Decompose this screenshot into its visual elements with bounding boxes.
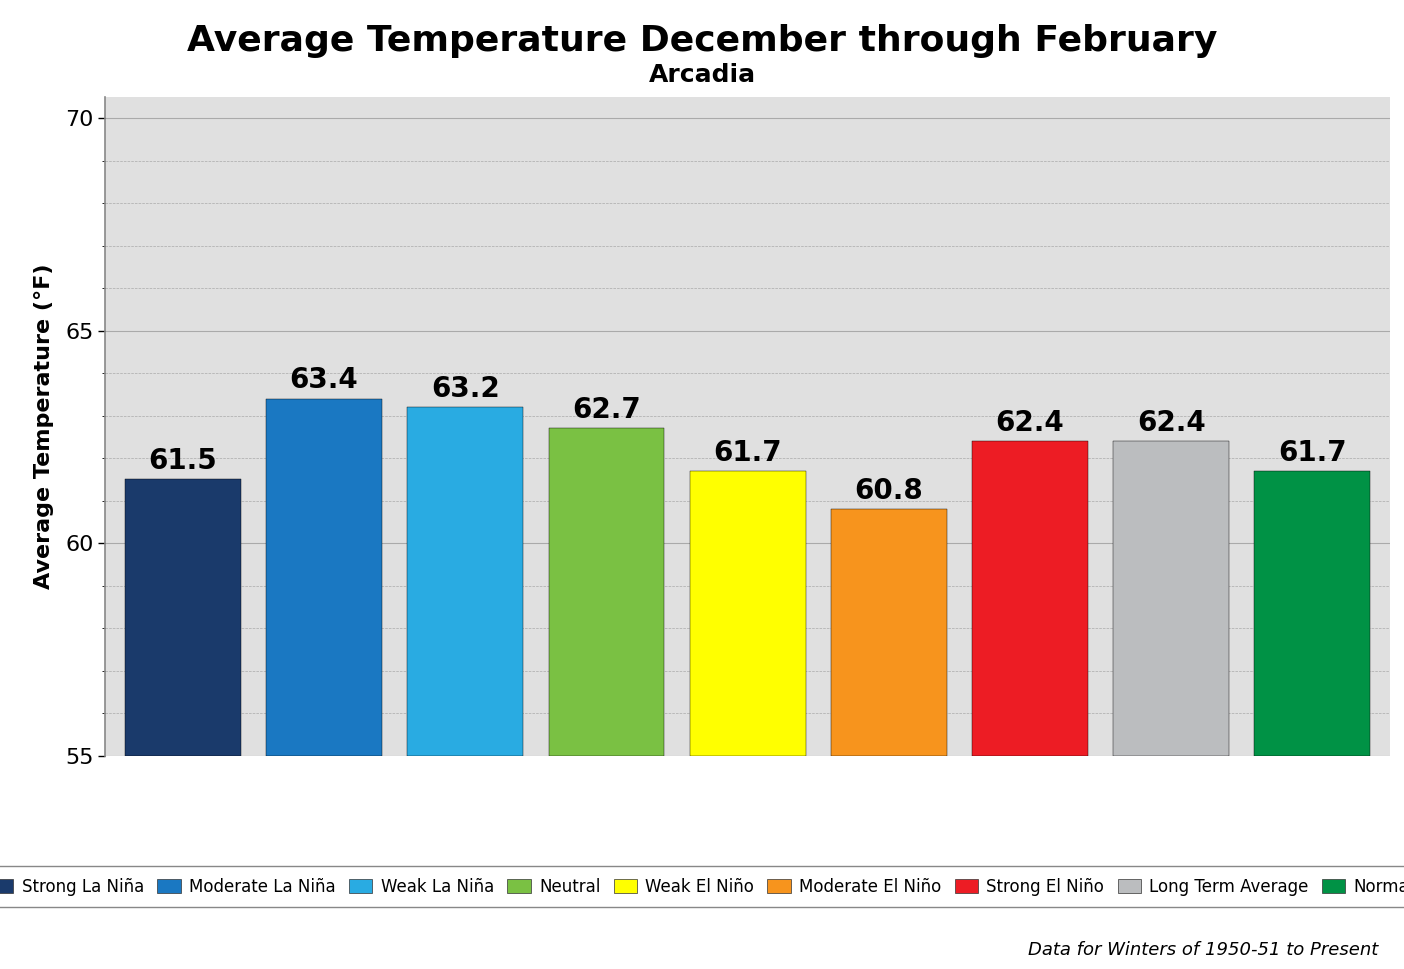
Bar xyxy=(267,398,382,756)
Legend: Strong La Niña, Moderate La Niña, Weak La Niña, Neutral, Weak El Niño, Moderate : Strong La Niña, Moderate La Niña, Weak L… xyxy=(0,866,1404,907)
Text: Data for Winters of 1950-51 to Present: Data for Winters of 1950-51 to Present xyxy=(1029,941,1379,959)
Text: Average Temperature December through February: Average Temperature December through Feb… xyxy=(187,24,1217,58)
Text: 62.4: 62.4 xyxy=(995,409,1064,437)
Text: 60.8: 60.8 xyxy=(855,477,924,505)
Text: 62.4: 62.4 xyxy=(1137,409,1206,437)
Bar xyxy=(831,510,946,756)
Text: 61.7: 61.7 xyxy=(1278,439,1346,467)
Y-axis label: Average Temperature (°F): Average Temperature (°F) xyxy=(34,264,53,589)
Bar xyxy=(407,407,524,756)
Text: 63.4: 63.4 xyxy=(289,366,358,394)
Bar xyxy=(972,441,1088,756)
Text: 61.5: 61.5 xyxy=(149,448,218,475)
Text: 61.7: 61.7 xyxy=(713,439,782,467)
Bar xyxy=(1113,441,1228,756)
Text: 63.2: 63.2 xyxy=(431,375,500,403)
Text: 62.7: 62.7 xyxy=(571,396,640,424)
Bar xyxy=(549,428,664,756)
Text: Arcadia: Arcadia xyxy=(649,63,755,87)
Bar xyxy=(125,480,241,756)
Bar xyxy=(689,471,806,756)
Bar xyxy=(1254,471,1370,756)
